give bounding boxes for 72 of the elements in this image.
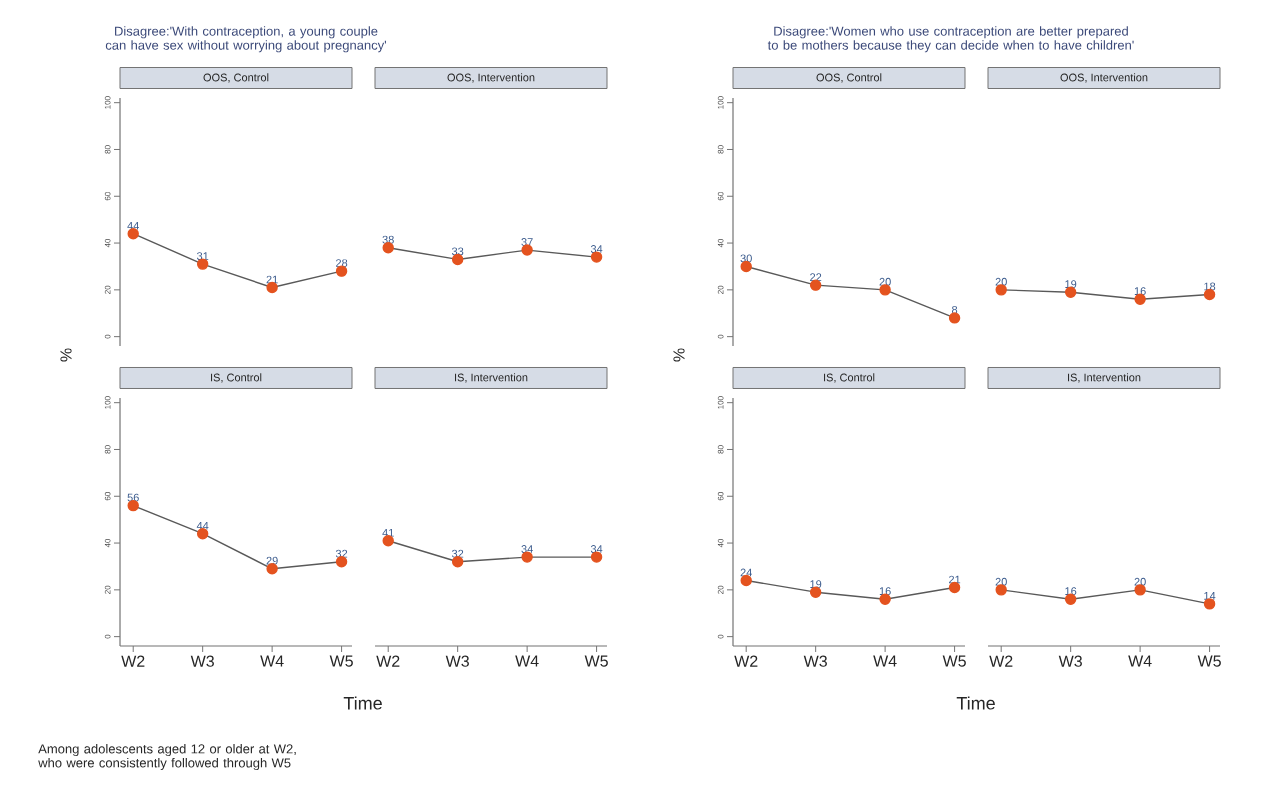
chart-title: OOS, Intervention <box>447 73 535 83</box>
y-tick-label: 40 <box>104 538 111 548</box>
x-tick-label: W2 <box>376 655 400 667</box>
y-axis-title: % <box>673 348 685 362</box>
y-tick-label: 0 <box>717 334 724 339</box>
data-label: 34 <box>590 245 603 253</box>
text: Disagree:'Women who use contraception are better prepared to be mothers because they can decide when to have children' <box>767 26 1134 53</box>
x-tick-label: W3 <box>190 655 214 667</box>
x-tick-label: W4 <box>515 655 539 667</box>
data-label: 56 <box>127 493 139 502</box>
x-tick-label: W5 <box>1197 655 1221 667</box>
y-tick-label: 60 <box>104 492 111 501</box>
y-tick-label: 20 <box>104 285 111 294</box>
x-tick-label: W5 <box>584 655 608 667</box>
y-tick-label: 100 <box>717 96 724 109</box>
data-label: 21 <box>949 575 961 584</box>
data-label: 44 <box>127 221 139 230</box>
data-label: 44 <box>196 521 209 530</box>
y-tick-label: 100 <box>104 396 111 409</box>
y-tick-label: 80 <box>717 145 724 154</box>
text: Among adolescents aged 12 or older at W2, who were consistently followed through W5 <box>38 743 296 771</box>
data-label: 24 <box>740 568 752 577</box>
y-tick-label: 40 <box>717 538 724 548</box>
x-tick-label: W3 <box>803 655 827 667</box>
chart-title: IS, Intervention <box>455 373 528 383</box>
chart-title: IS, Intervention <box>1068 373 1141 383</box>
x-axis-title: Time <box>956 696 995 710</box>
chart-title: OOS, Intervention <box>1060 73 1148 83</box>
data-label: 21 <box>266 275 278 284</box>
data-label: 38 <box>382 235 394 244</box>
data-label: 30 <box>740 254 752 263</box>
x-tick-label: W2 <box>989 655 1013 667</box>
x-axis-title: Time <box>343 696 382 710</box>
x-tick-label: W3 <box>1058 655 1082 667</box>
chart-title: OOS, Control <box>203 73 269 83</box>
y-tick-label: 40 <box>717 238 724 248</box>
x-tick-label: W2 <box>734 655 758 667</box>
x-tick-label: W4 <box>873 655 897 667</box>
data-label: 34 <box>521 545 533 553</box>
y-tick-label: 80 <box>104 145 111 154</box>
y-axis-title: % <box>60 348 72 362</box>
data-label: 32 <box>335 549 348 558</box>
x-tick-label: W2 <box>121 655 145 667</box>
y-tick-label: 80 <box>104 445 111 454</box>
y-tick-label: 60 <box>717 192 724 201</box>
y-tick-label: 0 <box>104 334 111 339</box>
data-label: 41 <box>382 528 394 537</box>
x-tick-label: W5 <box>942 655 966 667</box>
x-tick-label: W4 <box>1128 655 1152 667</box>
y-tick-label: 0 <box>717 634 724 639</box>
chart-title: IS, Control <box>824 373 875 383</box>
chart-title: OOS, Control <box>816 73 882 83</box>
data-label: 33 <box>451 247 464 256</box>
data-label: 34 <box>590 545 603 553</box>
y-tick-label: 20 <box>717 585 724 594</box>
y-tick-label: 40 <box>104 238 111 248</box>
x-tick-label: W4 <box>260 655 284 667</box>
y-tick-label: 100 <box>104 96 111 109</box>
chart-title: IS, Control <box>211 373 262 383</box>
y-tick-label: 0 <box>104 634 111 639</box>
text: Disagree:'With contraception, a young couple can have sex without worrying about pregnancy' <box>105 26 387 53</box>
data-label: 18 <box>1204 282 1216 291</box>
y-tick-label: 60 <box>717 492 724 501</box>
y-tick-label: 20 <box>104 585 111 594</box>
x-tick-label: W3 <box>445 655 469 667</box>
y-tick-label: 20 <box>717 285 724 294</box>
y-tick-label: 60 <box>104 192 111 201</box>
x-tick-label: W5 <box>329 655 353 667</box>
data-label: 31 <box>196 252 209 260</box>
y-tick-label: 100 <box>717 396 724 409</box>
y-tick-label: 80 <box>717 445 724 454</box>
data-label: 14 <box>1204 592 1216 600</box>
